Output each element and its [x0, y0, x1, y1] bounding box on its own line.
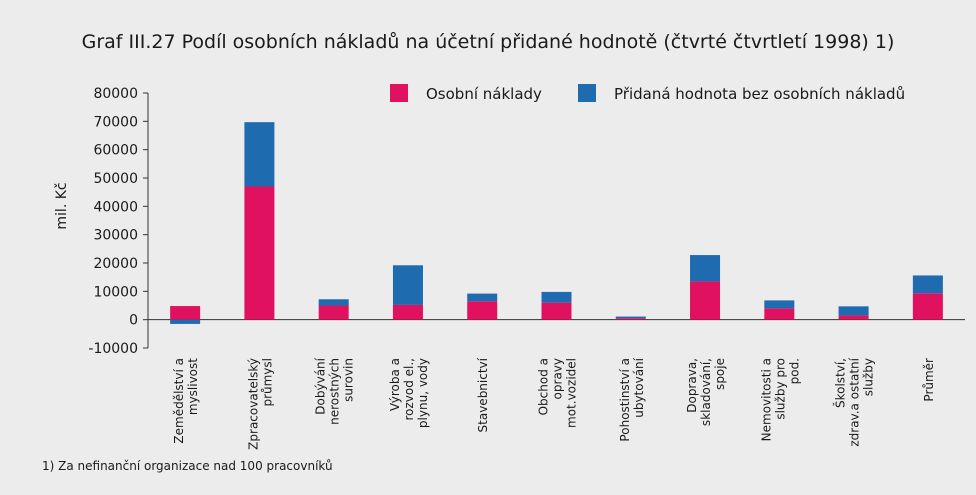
x-tick-label: zdrav.a ostatní: [848, 357, 862, 446]
bar-segment: [912, 293, 943, 320]
bar-segment: [392, 265, 423, 305]
x-tick-label: Dobývání: [314, 357, 328, 414]
bar-segment: [170, 319, 201, 324]
bar-segment: [764, 308, 795, 320]
bar-segment: [690, 255, 721, 282]
y-tick-label: 70000: [93, 114, 138, 130]
y-tick-label: 20000: [93, 256, 138, 272]
x-tick-label: pod.: [787, 358, 801, 384]
x-tick-label: Průměr: [922, 358, 936, 402]
x-tick-label: služby pro: [773, 358, 787, 420]
x-tick-label: průmysl: [260, 358, 274, 407]
x-tick-label: Obchod a: [537, 358, 551, 415]
bar-segment: [467, 301, 498, 320]
bar-segment: [244, 122, 275, 187]
legend-label: Přidaná hodnota bez osobních nákladů: [614, 85, 905, 103]
bar-segment: [838, 306, 869, 316]
x-tick-label: nerostných: [328, 358, 342, 425]
x-tick-label: surovin: [342, 358, 356, 402]
x-tick-label: Nemovitosti a: [759, 358, 773, 441]
legend-swatch: [578, 84, 596, 102]
y-tick-label: 50000: [93, 171, 138, 187]
bar-segment: [392, 304, 423, 320]
footnote: 1) Za nefinanční organizace nad 100 prac…: [42, 459, 333, 473]
x-tick-label: spoje: [713, 358, 727, 390]
bar-segment: [467, 293, 498, 302]
x-tick-label: rozvod el.,: [402, 358, 416, 421]
x-tick-label: Pohostinství a: [618, 358, 632, 442]
x-tick-label: Zemědělství a: [172, 358, 186, 444]
y-tick-label: 0: [129, 313, 138, 329]
bar-segment: [541, 291, 572, 303]
bar-segment: [318, 305, 349, 320]
chart-title: Graf III.27 Podíl osobních nákladů na úč…: [82, 31, 895, 53]
bar-segment: [615, 316, 646, 319]
bar-segment: [912, 275, 943, 294]
y-tick-label: 80000: [93, 86, 138, 102]
bar-segment: [170, 306, 201, 320]
x-tick-label: plynu, vody: [416, 358, 430, 428]
bar-segment: [244, 186, 275, 320]
y-tick-label: 40000: [93, 199, 138, 215]
x-tick-label: Stavebnictví: [476, 357, 490, 432]
bar-segment: [615, 318, 646, 320]
bar-segment: [764, 300, 795, 309]
x-tick-label: opravy: [551, 358, 565, 399]
bar-segment: [690, 281, 721, 320]
x-tick-label: Výroba a: [388, 358, 402, 411]
y-tick-label: 10000: [93, 284, 138, 300]
y-axis-label: mil. Kč: [54, 182, 70, 229]
bar-segment: [318, 299, 349, 306]
x-tick-label: Zpracovatelský: [246, 358, 260, 450]
x-tick-label: Doprava,: [685, 358, 699, 413]
x-tick-label: mot.vozidel: [565, 358, 579, 428]
y-tick-label: -10000: [88, 341, 138, 357]
y-tick-label: 60000: [93, 143, 138, 159]
legend-label: Osobní náklady: [426, 85, 542, 103]
bar-segment: [838, 315, 869, 320]
x-tick-label: služby: [862, 358, 876, 396]
x-tick-label: Školství,: [833, 358, 848, 408]
x-tick-label: ubytování: [632, 357, 646, 417]
bar-segment: [541, 302, 572, 320]
x-tick-label: skladování,: [699, 358, 713, 426]
legend-swatch: [390, 84, 408, 102]
x-tick-label: myslivost: [186, 358, 200, 415]
y-tick-label: 30000: [93, 228, 138, 244]
